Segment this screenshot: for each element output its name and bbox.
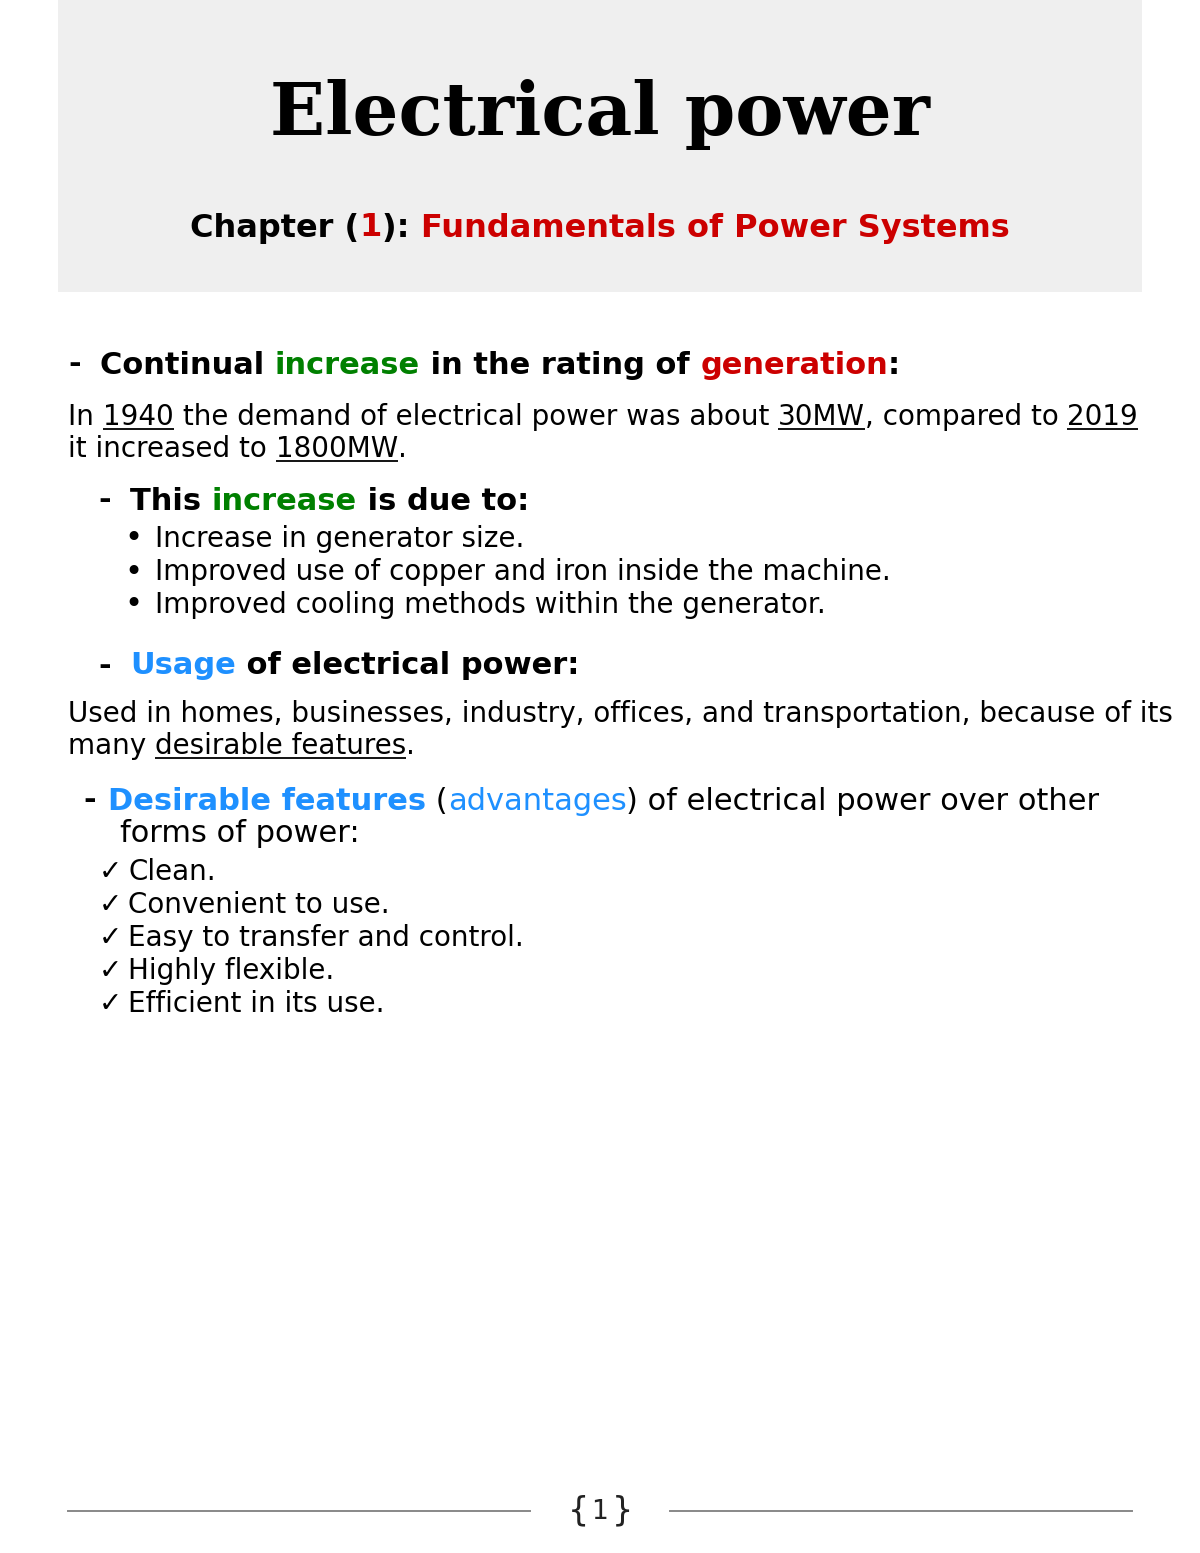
FancyBboxPatch shape: [58, 0, 1142, 292]
Text: 1: 1: [592, 1499, 608, 1525]
Text: •: •: [124, 590, 142, 620]
Text: Continual: Continual: [100, 351, 275, 379]
Text: :: :: [888, 351, 900, 379]
Text: ✓: ✓: [98, 891, 121, 919]
Text: many: many: [68, 731, 155, 759]
Text: Used in homes, businesses, industry, offices, and transportation, because of its: Used in homes, businesses, industry, off…: [68, 700, 1172, 728]
Text: Usage: Usage: [130, 652, 235, 680]
Text: Efficient in its use.: Efficient in its use.: [128, 989, 384, 1019]
Text: ✓: ✓: [98, 989, 121, 1019]
Text: the demand of electrical power was about: the demand of electrical power was about: [174, 402, 778, 432]
Text: increase: increase: [211, 486, 356, 516]
Text: -: -: [98, 486, 110, 516]
Text: ✓: ✓: [98, 857, 121, 887]
Text: Easy to transfer and control.: Easy to transfer and control.: [128, 924, 523, 952]
Text: increase: increase: [275, 351, 420, 379]
Text: •: •: [124, 525, 142, 553]
Text: Improved cooling methods within the generator.: Improved cooling methods within the gene…: [155, 592, 826, 620]
Text: Clean.: Clean.: [128, 857, 216, 887]
Text: -: -: [83, 786, 96, 815]
Text: desirable features: desirable features: [155, 731, 407, 759]
Text: 2019: 2019: [1067, 402, 1138, 432]
Text: , compared to: , compared to: [865, 402, 1067, 432]
Text: (: (: [426, 786, 448, 815]
Text: ✓: ✓: [98, 957, 121, 985]
Text: }: }: [611, 1494, 632, 1528]
Text: Electrical power: Electrical power: [270, 79, 930, 151]
Text: it increased to: it increased to: [68, 435, 276, 463]
Text: Desirable features: Desirable features: [108, 786, 426, 815]
Text: ):: ):: [382, 213, 421, 244]
Text: .: .: [407, 731, 415, 759]
Text: advantages: advantages: [448, 786, 626, 815]
Text: forms of power:: forms of power:: [120, 820, 360, 848]
Text: Fundamentals of Power Systems: Fundamentals of Power Systems: [421, 213, 1009, 244]
Text: Increase in generator size.: Increase in generator size.: [155, 525, 524, 553]
Text: 30MW: 30MW: [778, 402, 865, 432]
Text: is due to:: is due to:: [356, 486, 529, 516]
Text: Chapter (: Chapter (: [191, 213, 360, 244]
Text: generation: generation: [701, 351, 888, 379]
Text: 1: 1: [360, 213, 382, 244]
Text: of electrical power:: of electrical power:: [235, 652, 580, 680]
Text: in the rating of: in the rating of: [420, 351, 701, 379]
Text: Improved use of copper and iron inside the machine.: Improved use of copper and iron inside t…: [155, 558, 890, 585]
Text: {: {: [568, 1494, 589, 1528]
Text: •: •: [124, 558, 142, 587]
Text: ) of electrical power over other: ) of electrical power over other: [626, 786, 1099, 815]
Text: -: -: [98, 652, 110, 680]
Text: Convenient to use.: Convenient to use.: [128, 891, 390, 919]
Text: In: In: [68, 402, 103, 432]
Text: This: This: [130, 486, 211, 516]
Text: Highly flexible.: Highly flexible.: [128, 957, 335, 985]
Text: 1800MW: 1800MW: [276, 435, 398, 463]
Text: -: -: [68, 351, 80, 379]
Text: 1940: 1940: [103, 402, 174, 432]
Text: ✓: ✓: [98, 924, 121, 952]
Text: .: .: [398, 435, 407, 463]
